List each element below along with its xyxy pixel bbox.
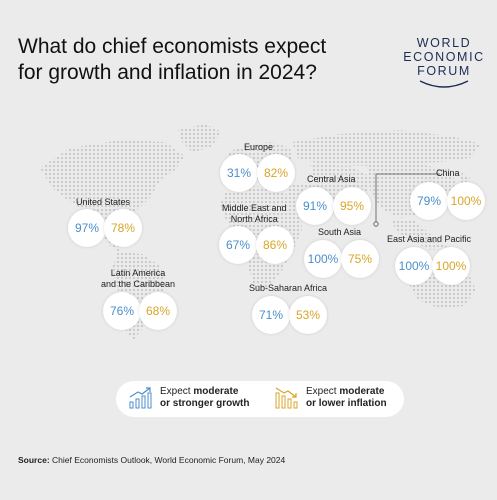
growth-bubble-mena: 67% [219, 226, 257, 264]
wef-logo: WORLD ECONOMIC FORUM [398, 36, 490, 100]
growth-bubble-central-asia: 91% [296, 187, 334, 225]
inflation-bubble-south-asia: 75% [341, 240, 379, 278]
region-label-central-asia: Central Asia [307, 174, 356, 184]
growth-bubble-latam: 76% [103, 292, 141, 330]
legend: Expect moderate or stronger growth Expec… [116, 381, 404, 417]
inflation-bubble-us: 78% [104, 209, 142, 247]
logo-line-1: WORLD [416, 36, 472, 50]
growth-bubble-europe: 31% [220, 154, 258, 192]
title-line-2: for growth and inflation in 2024? [18, 61, 317, 84]
inflation-bubble-eap: 100% [432, 247, 470, 285]
region-label-us: United States [76, 197, 131, 207]
inflation-bubble-central-asia: 95% [333, 187, 371, 225]
growth-bubble-eap: 100% [395, 247, 433, 285]
region-label-latam: Latin America and the Caribbean [101, 268, 176, 289]
inflation-bubble-europe: 82% [257, 154, 295, 192]
growth-bubble-south-asia: 100% [304, 240, 342, 278]
legend-inflation: Expect moderate or lower inflation [274, 386, 387, 410]
growth-bubble-us: 97% [68, 209, 106, 247]
inflation-bubble-mena: 86% [256, 226, 294, 264]
region-label-south-asia: South Asia [318, 227, 362, 237]
region-label-europe: Europe [244, 142, 274, 152]
logo-line-3: FORUM [417, 64, 471, 78]
region-label-ssa: Sub-Saharan Africa [249, 283, 328, 293]
logo-line-2: ECONOMIC [403, 50, 485, 64]
bar-chart-down-icon [275, 387, 298, 409]
growth-bubble-ssa: 71% [252, 296, 290, 334]
page-title: What do chief economists expect for grow… [18, 34, 368, 86]
growth-bubble-china: 79% [410, 182, 448, 220]
inflation-bubble-ssa: 53% [289, 296, 327, 334]
logo-arc-icon [419, 80, 469, 88]
inflation-bubble-latam: 68% [139, 292, 177, 330]
china-connector-line [375, 173, 440, 222]
legend-growth: Expect moderate or stronger growth [128, 386, 249, 410]
region-label-eap: East Asia and Pacific [387, 234, 472, 244]
region-label-china: China [436, 168, 460, 178]
inflation-bubble-china: 100% [447, 182, 485, 220]
bar-chart-up-icon [129, 387, 152, 409]
region-label-mena: Middle East and North Africa [222, 203, 287, 224]
title-line-1: What do chief economists expect [18, 35, 327, 58]
source-note: Source: Chief Economists Outlook, World … [18, 455, 286, 465]
